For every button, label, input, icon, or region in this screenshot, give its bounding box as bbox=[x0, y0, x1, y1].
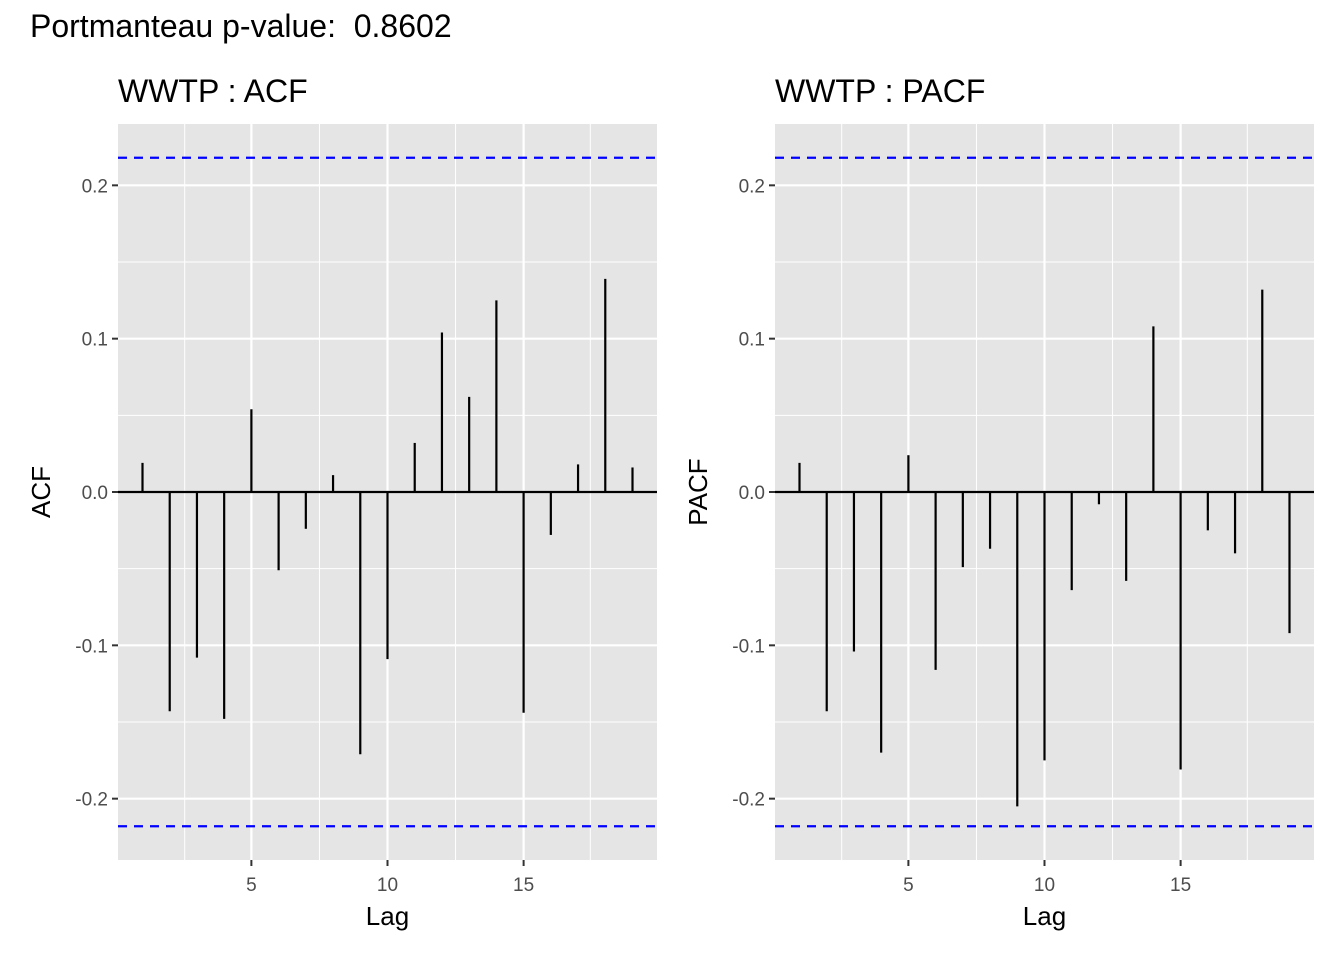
x-axis-label: Lag bbox=[366, 901, 409, 931]
x-tick-label: 5 bbox=[246, 875, 257, 896]
chart-main-title: Portmanteau p-value: 0.8602 bbox=[30, 8, 452, 44]
y-axis-label: PACF bbox=[683, 458, 713, 525]
x-axis-label: Lag bbox=[1023, 901, 1066, 931]
y-tick-label: -0.1 bbox=[75, 636, 108, 657]
chart-panel-pacf: -0.2 -0.1 0.0 0.1 0.2 5 10 15 WWTP : PACF Lag PACF bbox=[683, 73, 1314, 931]
x-tick-label: 10 bbox=[1034, 875, 1055, 896]
y-tick-label: -0.2 bbox=[732, 790, 765, 811]
y-tick-label: -0.2 bbox=[75, 790, 108, 811]
x-tick-label: 15 bbox=[1170, 875, 1191, 896]
panel-title: WWTP : ACF bbox=[118, 73, 308, 109]
panel-title: WWTP : PACF bbox=[775, 73, 985, 109]
x-tick-label: 10 bbox=[377, 875, 398, 896]
y-tick-label: -0.1 bbox=[732, 636, 765, 657]
y-tick-label: 0.0 bbox=[82, 483, 108, 504]
y-tick-label: 0.2 bbox=[82, 176, 108, 197]
x-tick-label: 5 bbox=[903, 875, 914, 896]
y-tick-label: 0.1 bbox=[82, 330, 108, 351]
y-tick-label: 0.1 bbox=[739, 330, 765, 351]
y-tick-label: 0.0 bbox=[739, 483, 765, 504]
y-axis-label: ACF bbox=[26, 466, 56, 518]
x-tick-label: 15 bbox=[513, 875, 534, 896]
y-tick-label: 0.2 bbox=[739, 176, 765, 197]
chart-panel-acf: -0.2 -0.1 0.0 0.1 0.2 5 10 15 WWTP : ACF Lag ACF bbox=[26, 73, 657, 931]
